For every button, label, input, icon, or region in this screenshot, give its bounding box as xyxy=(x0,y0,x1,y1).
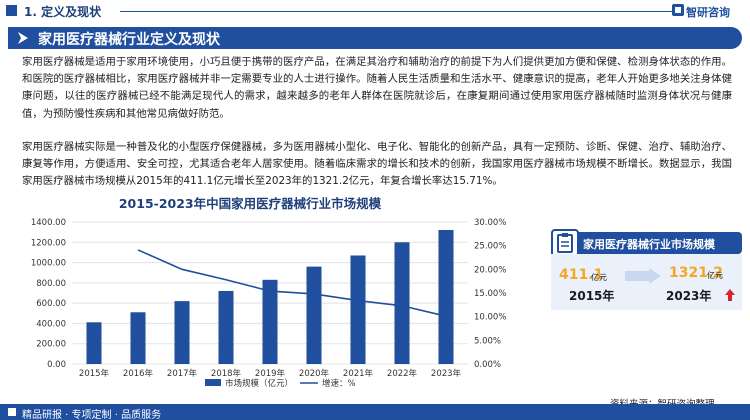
section-heading: 1. 定义及现状 xyxy=(24,5,102,19)
arrow-up-icon xyxy=(725,289,735,301)
bar xyxy=(218,290,234,364)
chart-title: 2015-2023年中国家用医疗器械行业市场规模 xyxy=(118,196,382,211)
section-marker xyxy=(6,5,17,16)
y-right-tick-label: 5.00% xyxy=(474,336,501,346)
arrow-right-icon xyxy=(625,268,661,284)
bar xyxy=(306,266,322,364)
y-left-tick-label: 1400.00 xyxy=(31,218,66,228)
footer-slogan: 精品研报 · 专项定制 · 品质服务 xyxy=(22,410,162,420)
end-unit: 亿元 xyxy=(707,271,723,280)
y-left-tick-label: 400.00 xyxy=(36,319,66,329)
y-right-tick-label: 15.00% xyxy=(474,289,506,299)
end-value: 1321.2 xyxy=(669,265,724,281)
brand-name: 智研咨询 xyxy=(686,6,730,19)
y-left-tick-label: 0.00 xyxy=(47,360,66,370)
bar xyxy=(394,242,410,364)
bar xyxy=(86,322,102,364)
card-title: 家用医疗器械行业市场规模 xyxy=(583,238,715,251)
legend-bar-swatch xyxy=(205,379,221,386)
header-rule xyxy=(120,11,675,12)
market-size-card: 家用医疗器械行业市场规模 411.1 亿元 2015年 1321.2 亿元 20… xyxy=(551,229,742,310)
y-right-tick-label: 25.00% xyxy=(474,242,506,252)
footer-marker xyxy=(8,408,16,416)
brand-logo-icon xyxy=(672,4,684,16)
y-left-tick-label: 200.00 xyxy=(36,340,66,350)
bar xyxy=(262,279,278,364)
end-year: 2023年 xyxy=(666,289,712,303)
paragraph-market: 家用医疗器械实际是一种普及化的小型医疗保健器械，多为医用器械小型化、电子化、智能… xyxy=(22,141,732,188)
page-banner: 家用医疗器械行业定义及现状 xyxy=(8,27,742,49)
x-tick-label: 2017年 xyxy=(167,368,198,379)
y-right-tick-label: 20.00% xyxy=(474,265,506,275)
x-tick-label: 2020年 xyxy=(299,368,330,379)
bar xyxy=(130,312,146,364)
start-unit: 亿元 xyxy=(591,273,607,282)
y-left-tick-label: 600.00 xyxy=(36,299,66,309)
x-tick-label: 2022年 xyxy=(387,368,418,379)
y-right-tick-label: 10.00% xyxy=(474,313,506,323)
market-size-chart: 0.00 200.00 400.00 600.00 800.00 1000.00 1200.… xyxy=(31,218,507,389)
bar xyxy=(350,255,366,364)
bar xyxy=(438,229,454,364)
start-value: 411.1 xyxy=(559,267,604,283)
y-left-tick-label: 1000.00 xyxy=(31,259,66,269)
y-left-tick-label: 1200.00 xyxy=(31,238,66,248)
footer-bar: 精品研报 · 专项定制 · 品质服务 xyxy=(0,404,750,420)
legend-bar-label: 市场规模（亿元） xyxy=(225,378,293,389)
x-tick-label: 2016年 xyxy=(123,368,154,379)
x-tick-label: 2019年 xyxy=(255,368,286,379)
clipboard-icon xyxy=(551,229,579,257)
page-title: 家用医疗器械行业定义及现状 xyxy=(38,32,220,48)
bar xyxy=(174,301,190,364)
paragraph-definition: 家用医疗器械是适用于家用环境使用，小巧且便于携带的医疗产品，在满足其治疗和辅助治… xyxy=(22,56,732,120)
growth-line xyxy=(137,249,447,317)
x-tick-label: 2015年 xyxy=(79,368,110,379)
top-bar: 1. 定义及现状 智研咨询 xyxy=(0,0,750,22)
legend-line-label: 增速：% xyxy=(322,378,356,389)
x-tick-label: 2021年 xyxy=(343,368,374,379)
y-right-tick-label: 0.00% xyxy=(474,360,501,370)
card-header xyxy=(565,232,742,254)
card-body xyxy=(551,254,742,310)
y-right-tick-label: 30.00% xyxy=(474,218,506,228)
x-tick-label: 2023年 xyxy=(431,368,462,379)
x-tick-label: 2018年 xyxy=(211,368,242,379)
start-year: 2015年 xyxy=(569,289,615,303)
chevron-right-icon xyxy=(18,32,28,44)
y-left-tick-label: 800.00 xyxy=(36,279,66,289)
